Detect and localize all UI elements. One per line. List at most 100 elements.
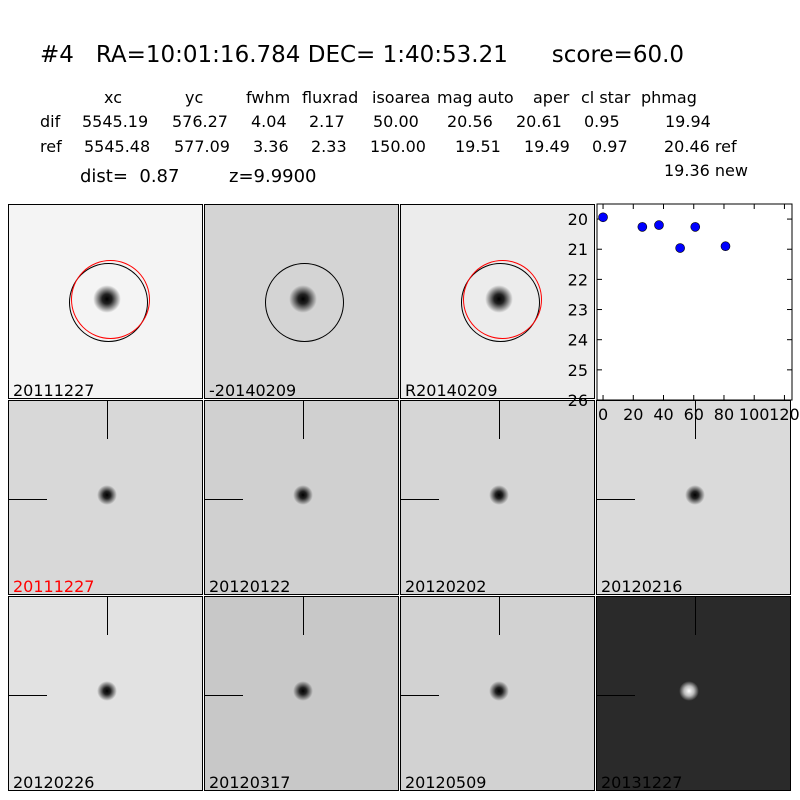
- cell-ref: 0.97: [592, 137, 628, 156]
- crosshair-horizontal: [9, 695, 47, 696]
- cutout-panel: 20120317: [204, 596, 399, 791]
- cell-ref: 20.46 ref: [664, 137, 737, 156]
- source-blob: [489, 485, 509, 505]
- crosshair-vertical: [107, 597, 108, 635]
- panel-date-label: 20111227: [13, 381, 95, 399]
- crosshair-vertical: [695, 597, 696, 635]
- crosshair-vertical: [695, 401, 696, 439]
- cell-ref: 150.00: [370, 137, 426, 156]
- crosshair-vertical: [303, 597, 304, 635]
- crosshair-vertical: [499, 597, 500, 635]
- cell-ref: 19.49: [524, 137, 570, 156]
- x-tick-label: 20: [623, 405, 643, 424]
- cell-ref: 5545.48: [84, 137, 151, 156]
- panel-date-label: R20140209: [405, 381, 498, 399]
- cell-dif: 0.95: [584, 112, 620, 131]
- cutout-panel: 20111227: [8, 204, 203, 399]
- cell-ref: 577.09: [174, 137, 230, 156]
- data-point: [675, 243, 685, 253]
- source-blob: [685, 485, 705, 505]
- cell-ref: 3.36: [253, 137, 289, 156]
- data-point: [637, 222, 648, 232]
- panel-date-label: 20120216: [601, 577, 683, 595]
- crosshair-horizontal: [401, 499, 439, 500]
- y-tick-label: 21: [568, 240, 588, 259]
- data-point: [654, 220, 664, 230]
- column-header: phmag: [641, 88, 697, 107]
- row-label-ref: ref: [40, 137, 62, 156]
- y-tick-label: 23: [568, 301, 588, 320]
- y-tick-label: 26: [568, 391, 588, 410]
- magnitude-scatter-plot: 0 20 40 60 80 100 120 20 21 22 23 24 25 26: [568, 203, 800, 424]
- panel-date-label: 20131227: [601, 773, 683, 791]
- crosshair-vertical: [107, 401, 108, 439]
- panel-date-label: 20120202: [405, 577, 487, 595]
- crosshair-vertical: [303, 401, 304, 439]
- y-tick-label: 20: [568, 210, 588, 229]
- cell-ref: 2.33: [311, 137, 347, 156]
- cutout-panel: 20120122: [204, 400, 399, 595]
- data-point: [720, 241, 731, 252]
- cell-dif: 50.00: [373, 112, 419, 131]
- panel-date-label: -20140209: [209, 381, 297, 399]
- cell-dif: 2.17: [309, 112, 345, 131]
- cell-dif: 5545.19: [82, 112, 149, 131]
- column-header: cl star: [581, 88, 631, 107]
- cutout-panel: 20120202: [400, 400, 595, 595]
- cutout-panel: 20120216: [596, 400, 791, 595]
- aperture-circle: [71, 260, 150, 339]
- source-blob: [489, 681, 509, 701]
- cell-dif: 20.56: [447, 112, 493, 131]
- x-tick-label: 100: [739, 405, 770, 424]
- cutout-panel: 20120509: [400, 596, 595, 791]
- source-blob: [293, 485, 313, 505]
- panel-date-label: 20120317: [209, 773, 291, 791]
- figure-title: #4 RA=10:01:16.784 DEC= 1:40:53.21 score…: [40, 42, 685, 68]
- row-label-dif: dif: [40, 112, 61, 131]
- column-header: aper: [533, 88, 570, 107]
- cutout-panel: 20120226: [8, 596, 203, 791]
- crosshair-vertical: [499, 401, 500, 439]
- y-tick-label: 22: [568, 270, 588, 289]
- crosshair-horizontal: [9, 499, 47, 500]
- column-header: xc: [104, 88, 122, 107]
- crosshair-horizontal: [205, 499, 243, 500]
- x-tick-label: 0: [598, 405, 608, 424]
- z-value: z=9.9900: [229, 166, 317, 187]
- source-blob: [97, 485, 117, 505]
- y-tick-label: 25: [568, 361, 588, 380]
- panel-date-label: 20111227: [13, 577, 95, 595]
- new-phmag: 19.36 new: [664, 161, 748, 180]
- source-blob: [679, 681, 699, 701]
- cell-dif: 19.94: [665, 112, 711, 131]
- crosshair-horizontal: [597, 695, 635, 696]
- panel-date-label: 20120509: [405, 773, 487, 791]
- panel-date-label: 20120226: [13, 773, 95, 791]
- column-header: yc: [185, 88, 204, 107]
- crosshair-horizontal: [597, 499, 635, 500]
- data-point: [598, 212, 608, 223]
- cutout-panel: 20111227: [8, 400, 203, 595]
- column-header: fwhm: [246, 88, 291, 107]
- x-tick-label: 120: [769, 405, 800, 424]
- x-tick-label: 60: [684, 405, 704, 424]
- crosshair-horizontal: [401, 695, 439, 696]
- x-tick-label: 80: [714, 405, 734, 424]
- aperture-circle: [463, 260, 542, 339]
- column-header: isoarea: [372, 88, 431, 107]
- source-blob: [293, 681, 313, 701]
- cell-ref: 19.51: [455, 137, 501, 156]
- cell-dif: 4.04: [251, 112, 287, 131]
- data-point: [690, 222, 701, 232]
- cutout-panel: R20140209: [400, 204, 595, 399]
- dist-value: dist= 0.87: [80, 166, 180, 187]
- crosshair-horizontal: [205, 695, 243, 696]
- column-header: fluxrad: [302, 88, 359, 107]
- plot-area: [596, 203, 793, 401]
- x-tick-label: 40: [653, 405, 673, 424]
- aperture-circle: [265, 263, 344, 342]
- panel-date-label: 20120122: [209, 577, 291, 595]
- column-header: mag auto: [437, 88, 514, 107]
- cell-dif: 20.61: [516, 112, 562, 131]
- y-tick-label: 24: [568, 331, 588, 350]
